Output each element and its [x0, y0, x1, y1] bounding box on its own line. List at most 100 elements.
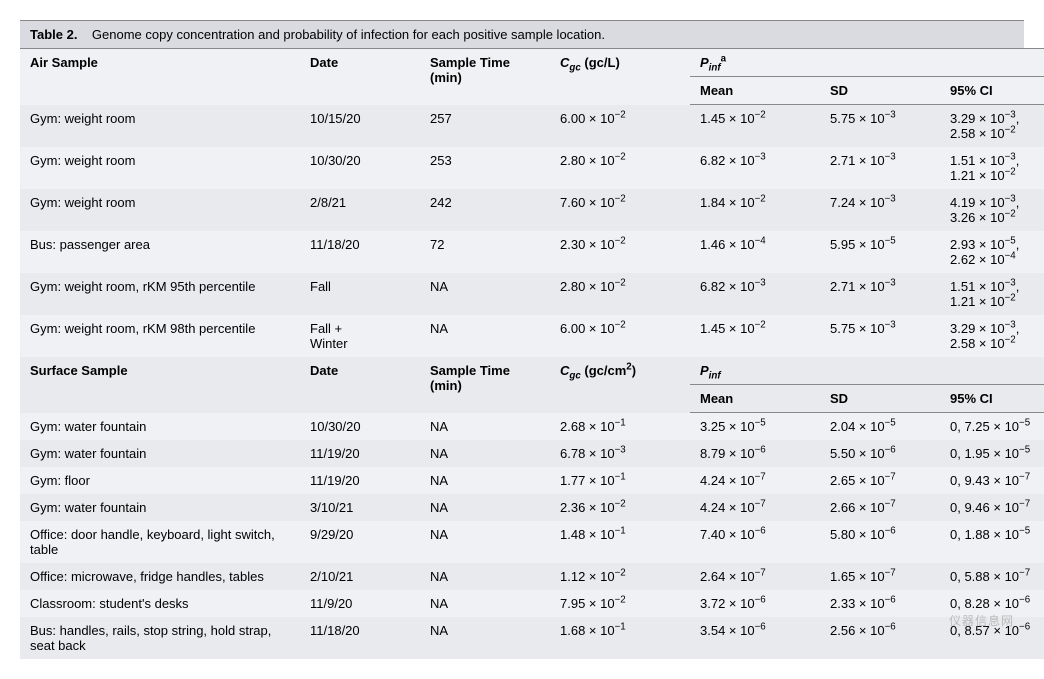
cell-sd: 2.71 × 10−3	[820, 147, 940, 189]
cell-date: 10/30/20	[300, 147, 420, 189]
table-row: Gym: weight room10/30/202532.80 × 10−26.…	[20, 147, 1044, 189]
cell-cgc: 2.80 × 10−2	[550, 273, 690, 315]
cell-cgc: 1.77 × 10−1	[550, 467, 690, 494]
cell-sample: Bus: handles, rails, stop string, hold s…	[20, 617, 300, 659]
cell-sd: 7.24 × 10−3	[820, 189, 940, 231]
cell-sd: 2.33 × 10−6	[820, 590, 940, 617]
cell-time: 72	[420, 231, 550, 273]
cell-sd: 2.04 × 10−5	[820, 413, 940, 441]
table-row: Gym: water fountain10/30/20NA2.68 × 10−1…	[20, 413, 1044, 441]
table2-container: Table 2. Genome copy concentration and p…	[20, 20, 1024, 659]
cell-sample: Office: door handle, keyboard, light swi…	[20, 521, 300, 563]
th-date: Date	[300, 49, 420, 105]
th-mean: Mean	[690, 77, 820, 105]
cell-date: 11/18/20	[300, 617, 420, 659]
cell-sd: 5.75 × 10−3	[820, 105, 940, 148]
cell-ci: 1.51 × 10−3,1.21 × 10−2	[940, 147, 1044, 189]
cell-sample: Bus: passenger area	[20, 231, 300, 273]
table-row: Gym: water fountain11/19/20NA6.78 × 10−3…	[20, 440, 1044, 467]
cell-date: 11/19/20	[300, 440, 420, 467]
table-row: Gym: water fountain3/10/21NA2.36 × 10−24…	[20, 494, 1044, 521]
cell-mean: 7.40 × 10−6	[690, 521, 820, 563]
th-sd: SD	[820, 77, 940, 105]
cell-sample: Gym: weight room, rKM 98th percentile	[20, 315, 300, 357]
cell-time: NA	[420, 590, 550, 617]
th-time: Sample Time (min)	[420, 357, 550, 413]
table-row: Gym: weight room2/8/212427.60 × 10−21.84…	[20, 189, 1044, 231]
cell-cgc: 2.36 × 10−2	[550, 494, 690, 521]
cell-sample: Gym: weight room	[20, 105, 300, 148]
cell-date: Fall	[300, 273, 420, 315]
cell-ci: 3.29 × 10−3,2.58 × 10−2	[940, 105, 1044, 148]
cell-date: 11/9/20	[300, 590, 420, 617]
cell-mean: 2.64 × 10−7	[690, 563, 820, 590]
cell-mean: 6.82 × 10−3	[690, 147, 820, 189]
table-row: Bus: handles, rails, stop string, hold s…	[20, 617, 1044, 659]
cell-sample: Gym: floor	[20, 467, 300, 494]
cell-sample: Gym: water fountain	[20, 440, 300, 467]
cell-mean: 3.72 × 10−6	[690, 590, 820, 617]
cell-cgc: 2.30 × 10−2	[550, 231, 690, 273]
cell-time: NA	[420, 440, 550, 467]
cell-ci: 0, 5.88 × 10−7	[940, 563, 1044, 590]
data-table: Air Sample Date Sample Time (min) Cgc (g…	[20, 48, 1044, 659]
cell-cgc: 2.80 × 10−2	[550, 147, 690, 189]
table-row: Gym: floor11/19/20NA1.77 × 10−14.24 × 10…	[20, 467, 1044, 494]
cell-date: 3/10/21	[300, 494, 420, 521]
cell-mean: 6.82 × 10−3	[690, 273, 820, 315]
cell-mean: 3.25 × 10−5	[690, 413, 820, 441]
cell-time: 242	[420, 189, 550, 231]
cell-mean: 3.54 × 10−6	[690, 617, 820, 659]
cell-sd: 5.80 × 10−6	[820, 521, 940, 563]
cell-time: NA	[420, 467, 550, 494]
th-date: Date	[300, 357, 420, 413]
air-header: Air Sample Date Sample Time (min) Cgc (g…	[20, 49, 1044, 105]
cell-mean: 1.45 × 10−2	[690, 315, 820, 357]
cell-sample: Gym: weight room	[20, 147, 300, 189]
table-row: Bus: passenger area11/18/20722.30 × 10−2…	[20, 231, 1044, 273]
cell-ci: 0, 8.28 × 10−6	[940, 590, 1044, 617]
cell-time: NA	[420, 273, 550, 315]
cell-ci: 0, 8.57 × 10−6	[940, 617, 1044, 659]
table-row: Office: microwave, fridge handles, table…	[20, 563, 1044, 590]
cell-sample: Gym: water fountain	[20, 413, 300, 441]
caption-label: Table 2.	[30, 27, 77, 42]
cell-mean: 4.24 × 10−7	[690, 494, 820, 521]
table-row: Gym: weight room, rKM 98th percentileFal…	[20, 315, 1044, 357]
cell-sample: Classroom: student's desks	[20, 590, 300, 617]
cell-cgc: 6.00 × 10−2	[550, 105, 690, 148]
cell-date: Fall +Winter	[300, 315, 420, 357]
cell-time: NA	[420, 563, 550, 590]
th-ci: 95% CI	[940, 385, 1044, 413]
cell-time: NA	[420, 617, 550, 659]
cell-ci: 0, 1.88 × 10−5	[940, 521, 1044, 563]
table-row: Gym: weight room, rKM 95th percentileFal…	[20, 273, 1044, 315]
cell-sd: 2.65 × 10−7	[820, 467, 940, 494]
cell-date: 2/8/21	[300, 189, 420, 231]
cell-mean: 1.46 × 10−4	[690, 231, 820, 273]
cell-sd: 5.75 × 10−3	[820, 315, 940, 357]
cell-date: 11/18/20	[300, 231, 420, 273]
th-sample-surf: Surface Sample	[20, 357, 300, 413]
cell-cgc: 1.68 × 10−1	[550, 617, 690, 659]
cell-time: NA	[420, 315, 550, 357]
cell-sd: 2.71 × 10−3	[820, 273, 940, 315]
cell-cgc: 7.95 × 10−2	[550, 590, 690, 617]
th-time: Sample Time (min)	[420, 49, 550, 105]
cell-ci: 4.19 × 10−3,3.26 × 10−2	[940, 189, 1044, 231]
cell-sample: Office: microwave, fridge handles, table…	[20, 563, 300, 590]
air-rows: Gym: weight room10/15/202576.00 × 10−21.…	[20, 105, 1044, 358]
cell-time: NA	[420, 494, 550, 521]
table-row: Gym: weight room10/15/202576.00 × 10−21.…	[20, 105, 1044, 148]
cell-time: 253	[420, 147, 550, 189]
cell-ci: 0, 7.25 × 10−5	[940, 413, 1044, 441]
cell-cgc: 7.60 × 10−2	[550, 189, 690, 231]
th-pinf-surf: Pinf	[690, 357, 1044, 385]
th-ci: 95% CI	[940, 77, 1044, 105]
th-sd: SD	[820, 385, 940, 413]
cell-date: 11/19/20	[300, 467, 420, 494]
th-pinf-air: Pinfa	[690, 49, 1044, 77]
cell-ci: 3.29 × 10−3,2.58 × 10−2	[940, 315, 1044, 357]
table-caption: Table 2. Genome copy concentration and p…	[20, 20, 1024, 48]
caption-text: Genome copy concentration and probabilit…	[92, 27, 605, 42]
